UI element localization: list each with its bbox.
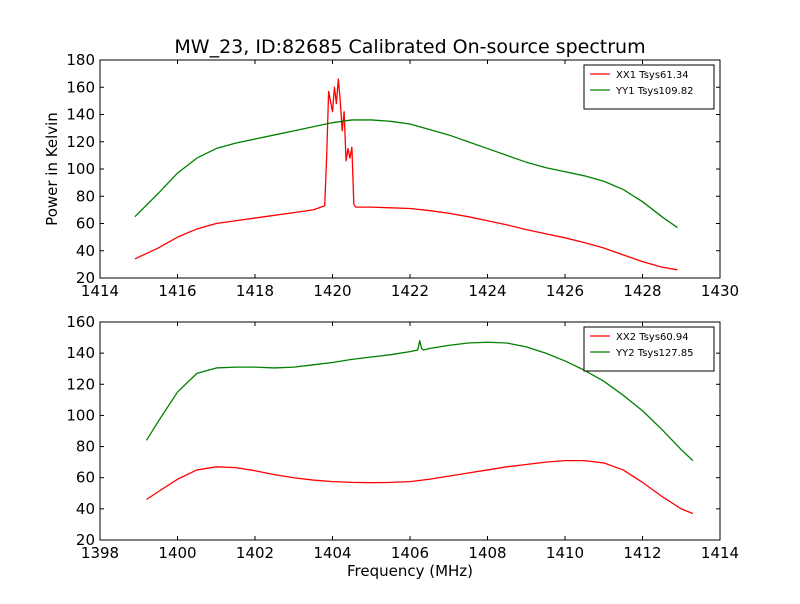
legend: XX1 Tsys61.34 YY1 Tsys109.82 <box>583 64 715 110</box>
series-line-2-2 <box>145 340 694 462</box>
x-axis-label: Frequency (MHz) <box>347 562 473 580</box>
y-tick-label: 160 <box>66 78 95 96</box>
x-tick-label: 1414 <box>81 282 119 300</box>
y-tick-label: 100 <box>66 406 95 424</box>
y-tick-label: 60 <box>76 469 95 487</box>
y-axis-label: Power in Kelvin <box>43 112 61 226</box>
y-tick-label: 40 <box>76 242 95 260</box>
legend-label: XX1 Tsys61.34 <box>616 70 689 81</box>
y-tick-label: 100 <box>66 160 95 178</box>
y-tick-label: 160 <box>66 313 95 331</box>
x-tick-label: 1428 <box>623 282 661 300</box>
x-tick-label: 1430 <box>701 282 739 300</box>
x-tick-label: 1402 <box>236 544 274 562</box>
legend-label: XX2 Tsys60.94 <box>616 332 689 343</box>
y-tick-label: 120 <box>66 375 95 393</box>
y-tick-label: 120 <box>66 133 95 151</box>
plot-layer: 1414 1416 1418 1420 1422 1424 1426 1428 1430 20 40… <box>43 51 739 580</box>
x-tick-label: 1412 <box>623 544 661 562</box>
x-tick-label: 1414 <box>701 544 739 562</box>
x-tick-label: 1420 <box>313 282 351 300</box>
x-tick-label: 1398 <box>81 544 119 562</box>
subplot-2: 1398 1400 1402 1404 1406 1408 1410 1412 1414 20 40… <box>66 313 739 580</box>
x-tick-label: 1426 <box>546 282 584 300</box>
y-tick-label: 20 <box>76 531 95 549</box>
y-tick-label: 80 <box>76 187 95 205</box>
y-tick-label: 40 <box>76 500 95 518</box>
x-tick-label: 1400 <box>158 544 196 562</box>
y-tick-label: 140 <box>66 344 95 362</box>
y-tick-label: 20 <box>76 269 95 287</box>
x-tick-label: 1418 <box>236 282 274 300</box>
x-tick-label: 1424 <box>468 282 506 300</box>
legend-box <box>583 64 715 110</box>
series-line-1-1 <box>134 78 678 271</box>
x-tick-label: 1408 <box>468 544 506 562</box>
y-tick-label: 80 <box>76 438 95 456</box>
legend: XX2 Tsys60.94 YY2 Tsys127.85 <box>583 326 715 372</box>
x-tick-label: 1410 <box>546 544 584 562</box>
series-line-2-1 <box>146 459 694 515</box>
y-tick-label: 180 <box>66 51 95 69</box>
x-tick-label: 1404 <box>313 544 351 562</box>
x-tick-label: 1406 <box>391 544 429 562</box>
y-tick-label: 140 <box>66 106 95 124</box>
subplot-1: 1414 1416 1418 1420 1422 1424 1426 1428 1430 20 40… <box>43 51 739 300</box>
x-tick-label: 1422 <box>391 282 429 300</box>
legend-box <box>583 326 715 372</box>
y-tick-label: 60 <box>76 215 95 233</box>
figure-title: MW_23, ID:82685 Calibrated On-source spe… <box>174 36 645 58</box>
series-line-1-2 <box>134 119 678 229</box>
legend-label: YY1 Tsys109.82 <box>615 86 694 97</box>
x-tick-label: 1416 <box>158 282 196 300</box>
legend-label: YY2 Tsys127.85 <box>615 348 694 359</box>
